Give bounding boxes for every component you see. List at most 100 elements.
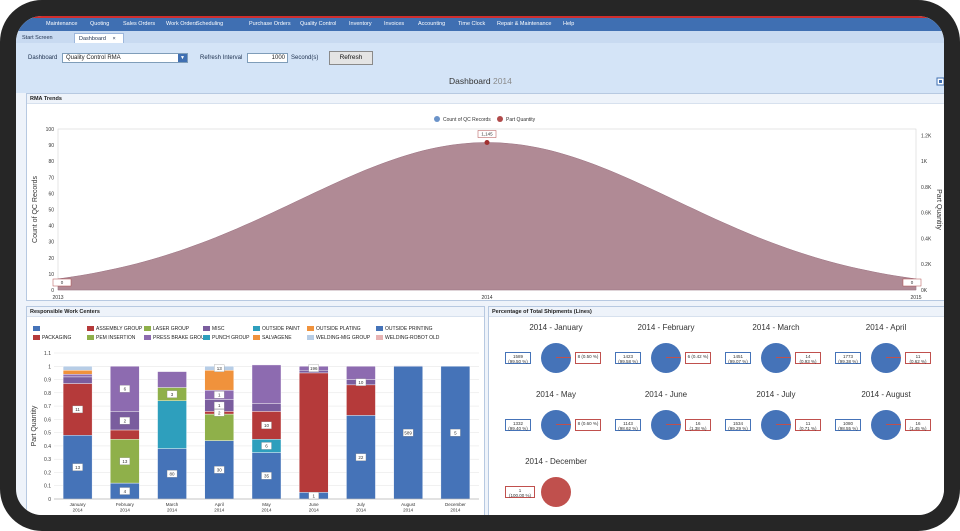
close-icon[interactable]: ×: [112, 36, 116, 42]
legend-label: OUTSIDE PRINTING: [385, 326, 433, 332]
menu-item-purchase-orders[interactable]: Purchase Orders: [249, 21, 291, 27]
y-tick-label: 1: [48, 364, 51, 370]
pie-slice[interactable]: [541, 410, 571, 440]
menu-item-sales-orders[interactable]: Sales Orders: [123, 21, 156, 27]
panel-title: RMA Trends: [27, 94, 944, 104]
svg-text:1,145: 1,145: [481, 132, 493, 137]
refresh-interval-label: Refresh Interval: [200, 55, 243, 61]
y-tick-label: 0.1: [44, 484, 51, 490]
menu-item-work-orders[interactable]: Work Orders: [166, 21, 198, 27]
y-tick-label: 0.6: [44, 417, 51, 423]
bar-segment[interactable]: [62, 374, 93, 378]
svg-text:10: 10: [264, 423, 270, 428]
pie-chart-month: 2014 - May 1332 (99.40 %) 8 (0.60 %): [499, 390, 613, 460]
svg-text:589: 589: [404, 430, 412, 435]
pie-slice[interactable]: [651, 343, 681, 373]
bar-segment[interactable]: [62, 370, 93, 375]
bar-label: 4: [119, 487, 130, 495]
pie-title: 2014 - August: [861, 390, 911, 399]
legend-item: ASSEMBLY GROUP: [87, 326, 142, 332]
bar-segment[interactable]: [299, 372, 329, 493]
pie-slice[interactable]: [871, 343, 901, 373]
pie-slice[interactable]: [541, 343, 571, 373]
menu-item-inventory[interactable]: Inventory: [349, 21, 372, 27]
bar-segment[interactable]: [393, 365, 423, 367]
menu-item-help[interactable]: Help: [563, 21, 575, 27]
bar-label: 11: [72, 405, 83, 414]
tab-dashboard[interactable]: Dashboard ×: [74, 33, 124, 43]
refresh-button[interactable]: Refresh: [329, 51, 373, 65]
legend-swatch: [144, 335, 151, 341]
legend-swatch: [253, 326, 260, 332]
pie-title: 2014 - July: [756, 390, 796, 399]
bar-label: 35: [261, 472, 272, 480]
menu-item-quoting[interactable]: Quoting: [90, 21, 110, 27]
pie-title: 2014 - March: [752, 323, 800, 332]
bar-segment[interactable]: [346, 366, 376, 380]
bar-label: 30: [214, 466, 225, 474]
bar-label: 1: [214, 391, 225, 399]
menu-item-invoices[interactable]: Invoices: [384, 21, 405, 27]
chevron-down-icon[interactable]: ▼: [178, 54, 187, 62]
bar-segment[interactable]: [157, 371, 187, 388]
bar-segment[interactable]: [204, 370, 234, 391]
x-tick-label: February 2014: [116, 502, 135, 513]
tab-start-screen[interactable]: Start Screen: [18, 33, 64, 43]
pie-slice[interactable]: [871, 410, 901, 440]
area-series: [57, 142, 917, 291]
menu-item-time-clock[interactable]: Time Clock: [458, 21, 486, 27]
legend-swatch: [253, 335, 260, 341]
y2-tick-label: 1K: [921, 159, 928, 165]
x-tick-label: July 2014: [356, 502, 367, 513]
legend-item: LASER GROUP: [144, 326, 189, 332]
bar-segment[interactable]: [251, 364, 282, 404]
y-tick-label: 0.3: [44, 457, 51, 463]
pie-slice[interactable]: [651, 410, 681, 440]
y-tick-label: 0.9: [44, 378, 51, 384]
menu-item-repair-maintenance[interactable]: Repair & Maintenance: [497, 21, 552, 27]
bar-segment[interactable]: [157, 400, 187, 449]
legend-item: PEM INSERTION: [87, 335, 135, 341]
rma-trends-panel: RMA Trends Count of QC Records Part Quant…: [26, 93, 944, 301]
bar-label: 10: [261, 421, 272, 429]
bar-segment[interactable]: [251, 403, 282, 412]
legend-swatch: [203, 326, 210, 332]
legend-marker: [434, 116, 440, 122]
menu-item-quality-control[interactable]: Quality Control: [300, 21, 337, 27]
bar-label: 6: [261, 442, 272, 450]
refresh-unit-label: Second(s): [291, 55, 319, 61]
bar-segment[interactable]: [62, 376, 93, 384]
legend-swatch: [376, 335, 383, 341]
y-tick-label: 100: [46, 127, 55, 133]
pie-slice[interactable]: [541, 477, 571, 507]
menu-item-scheduling[interactable]: Scheduling: [196, 21, 224, 27]
export-icon[interactable]: [936, 77, 945, 86]
pie-label-good: 1534 (99.29 %): [725, 419, 751, 431]
legend-swatch: [376, 326, 383, 332]
dashboard-select[interactable]: Quality Control RMA ▼: [62, 53, 188, 63]
bar-segment[interactable]: [62, 366, 93, 371]
legend-swatch: [87, 326, 94, 332]
y-axis-label: Part Quantity: [31, 405, 38, 446]
chart-legend: Count of QC Records Part Quantity: [434, 116, 536, 123]
svg-text:30: 30: [217, 468, 223, 473]
peak-point[interactable]: [484, 140, 490, 146]
legend-swatch: [87, 335, 94, 341]
menu-item-maintenance[interactable]: Maintenance: [46, 21, 78, 27]
bar-segment[interactable]: [204, 413, 234, 441]
bar-segment[interactable]: [251, 411, 282, 440]
y2-axis-label: Part Quantity: [935, 189, 942, 230]
pie-label-bad: 16 (1.38 %): [685, 419, 711, 431]
pie-label-good: 1589 (99.50 %): [505, 352, 531, 364]
legend-item: OUTSIDE PAINT: [253, 326, 300, 332]
refresh-interval-input[interactable]: 1000: [247, 53, 288, 63]
bar-label: 5: [450, 428, 461, 437]
y-tick-label: 1.1: [44, 351, 51, 357]
pie-slice[interactable]: [761, 410, 791, 440]
pie-slice[interactable]: [761, 343, 791, 373]
menu-item-accounting[interactable]: Accounting: [418, 21, 446, 27]
bar-segment[interactable]: [346, 384, 376, 416]
bar-segment[interactable]: [110, 429, 140, 440]
svg-text:11: 11: [75, 407, 80, 412]
y-tick-label: 10: [48, 272, 54, 278]
